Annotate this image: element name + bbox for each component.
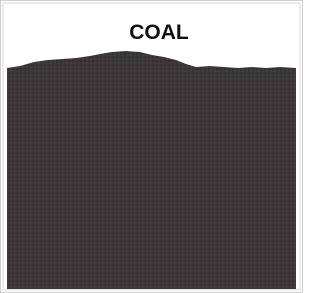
- swatch-card: COAL: [0, 0, 303, 293]
- swatch-label: COAL: [129, 21, 189, 44]
- fabric-swatch: [7, 51, 296, 289]
- page: COAL (() => { const data = JSON.parse(do…: [0, 0, 303, 293]
